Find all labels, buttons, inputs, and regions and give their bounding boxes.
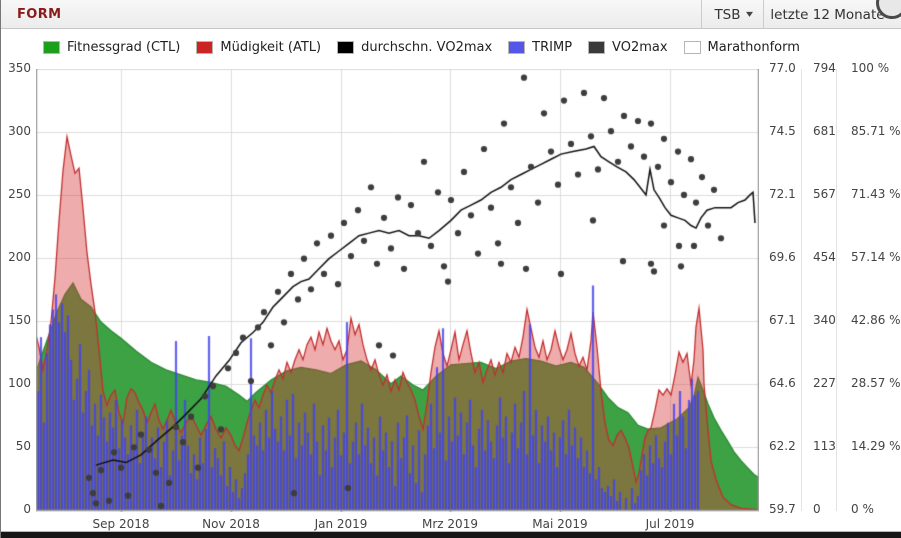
legend-swatch-icon: [508, 41, 526, 54]
legend-item-4: VO2max: [588, 40, 668, 55]
axis-label: Sep 2018: [92, 517, 150, 531]
window-bottom-edge: [1, 532, 901, 538]
axis-label: 42.86 %: [851, 313, 901, 327]
tsb-dropdown[interactable]: TSB ▾: [701, 0, 764, 29]
axis-label: 567: [813, 187, 836, 201]
axis-label: 100: [8, 376, 31, 390]
legend-label: Müdigkeit (ATL): [220, 40, 322, 55]
axis-label: 340: [813, 313, 836, 327]
axis-label: 72.1: [769, 187, 796, 201]
chart-legend: Fitnessgrad (CTL) Müdigkeit (ATL) durchsch…: [43, 40, 816, 55]
axis-label: 69.6: [769, 250, 796, 264]
legend-label: TRIMP: [532, 40, 573, 55]
legend-swatch-icon: [588, 41, 606, 54]
legend-item-2: durchschn. VO2max: [337, 40, 492, 55]
legend-swatch-icon: [683, 41, 701, 54]
legend-item-3: TRIMP: [508, 40, 572, 55]
legend-label: VO2max: [612, 40, 668, 55]
axis-label: 200: [8, 250, 31, 264]
axis-label: 250: [8, 187, 31, 201]
period-dropdown-label: letzte 12 Monate: [770, 6, 885, 23]
axis-label: 77.0: [769, 61, 796, 75]
chevron-down-icon: ▾: [745, 9, 753, 20]
axis-label: 67.1: [769, 313, 796, 327]
axis-label: 350: [8, 61, 31, 75]
panel-bottom-divider: [1, 531, 901, 532]
axis-label: 62.2: [769, 439, 796, 453]
axis-label: 113: [813, 439, 836, 453]
form-chart-canvas[interactable]: [36, 69, 759, 512]
legend-label: Marathonform: [707, 40, 800, 55]
axis-label: 0: [23, 502, 31, 516]
axis-column-divider: [801, 69, 802, 511]
legend-item-0: Fitnessgrad (CTL): [43, 40, 180, 55]
axis-label: 794: [813, 61, 836, 75]
panel-header: FORM TSB ▾ letzte 12 Monate ▾: [1, 0, 901, 29]
axis-label: 100 %: [851, 61, 890, 75]
axis-label: 454: [813, 250, 836, 264]
axis-label: 0: [813, 502, 821, 516]
axis-label: 85.71 %: [851, 124, 901, 138]
axis-label: 28.57 %: [851, 376, 901, 390]
axis-label: 150: [8, 313, 31, 327]
axis-label: Jul 2019: [645, 517, 695, 531]
legend-item-5: Marathonform: [683, 40, 800, 55]
axis-label: 227: [813, 376, 836, 390]
axis-label: 64.6: [769, 376, 796, 390]
legend-swatch-icon: [337, 41, 355, 54]
axis-label: Jan 2019: [314, 517, 368, 531]
tsb-dropdown-label: TSB: [714, 6, 741, 23]
axis-label: 681: [813, 124, 836, 138]
axis-label: Mai 2019: [532, 517, 588, 531]
axis-label: Nov 2018: [202, 517, 260, 531]
axis-label: 14.29 %: [851, 439, 901, 453]
legend-label: durchschn. VO2max: [361, 40, 493, 55]
legend-item-1: Müdigkeit (ATL): [196, 40, 321, 55]
axis-label: 71.43 %: [851, 187, 901, 201]
axis-label: 74.5: [769, 124, 796, 138]
legend-swatch-icon: [196, 41, 214, 54]
legend-label: Fitnessgrad (CTL): [67, 40, 181, 55]
panel-title: FORM: [17, 7, 62, 22]
axis-label: Mrz 2019: [422, 517, 478, 531]
axis-label: 50: [15, 439, 31, 453]
axis-label: 59.7: [769, 502, 796, 516]
axis-column-divider: [836, 69, 837, 511]
axis-label: 57.14 %: [851, 250, 901, 264]
corner-widget-icon: [876, 0, 901, 19]
legend-swatch-icon: [43, 41, 60, 54]
axis-label: 300: [8, 124, 31, 138]
axis-label: 0 %: [851, 502, 874, 516]
